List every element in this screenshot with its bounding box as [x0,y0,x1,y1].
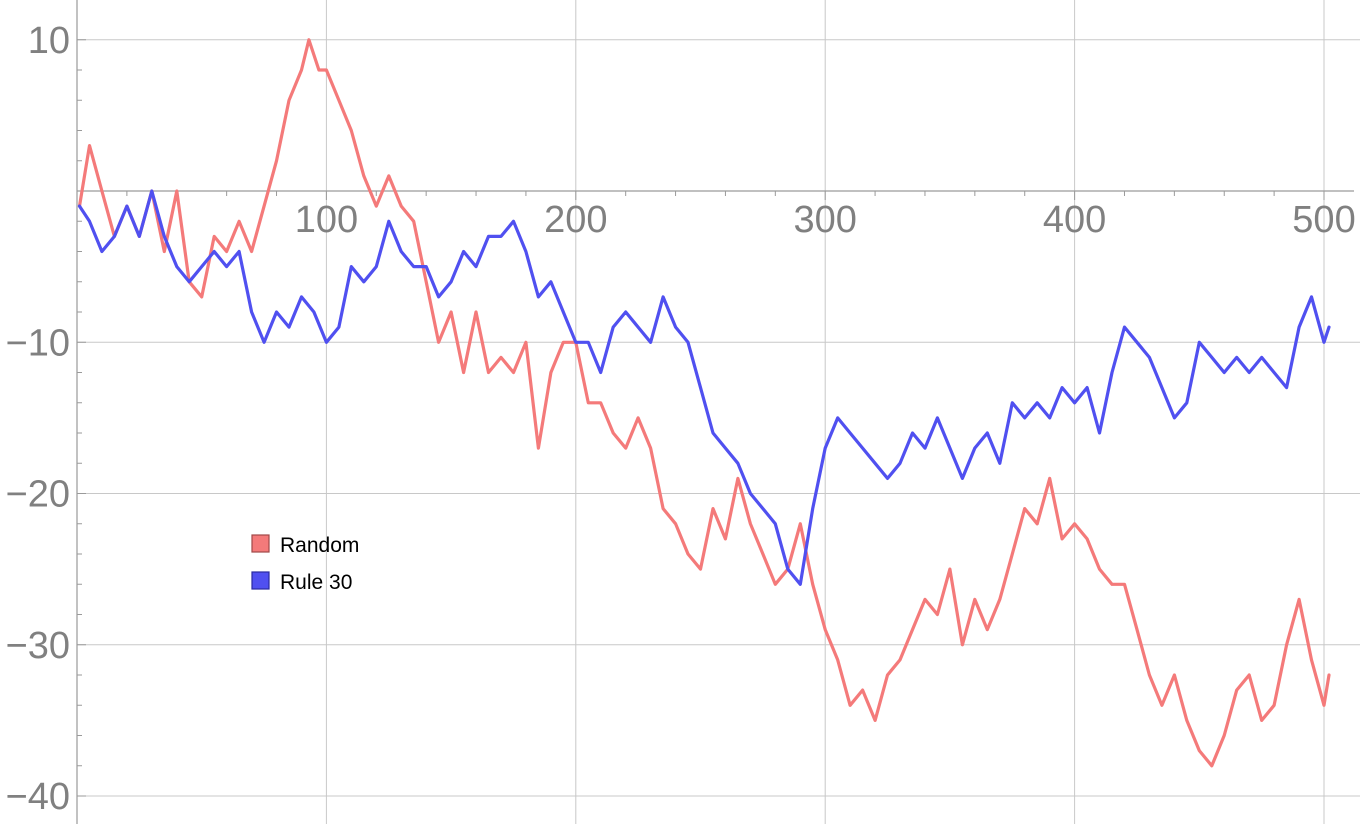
x-tick-label: 400 [1043,199,1106,241]
y-tick-label: −30 [6,625,70,667]
x-tick-label: 100 [295,199,358,241]
y-tick-label: −20 [6,474,70,516]
grid [77,0,1360,824]
legend: Random Rule 30 [251,534,359,594]
x-tick-label: 200 [544,199,607,241]
series-line-rule-30 [77,189,1331,586]
y-tick-label: −40 [6,776,70,818]
legend-label-random: Random [280,534,359,557]
x-tick-label: 300 [793,199,856,241]
series-line-random [77,38,1331,768]
legend-label-rule-30: Rule 30 [280,571,352,594]
legend-swatch-rule-30 [251,571,270,590]
axes: 100 200 300 400 500 10 −10 −20 −30 −40 [6,0,1356,824]
y-tick-label: 10 [28,20,70,62]
y-tick-label: −10 [6,322,70,364]
x-tick-label: 500 [1292,199,1355,241]
legend-swatch-random [251,534,270,553]
series-lines [77,38,1331,768]
